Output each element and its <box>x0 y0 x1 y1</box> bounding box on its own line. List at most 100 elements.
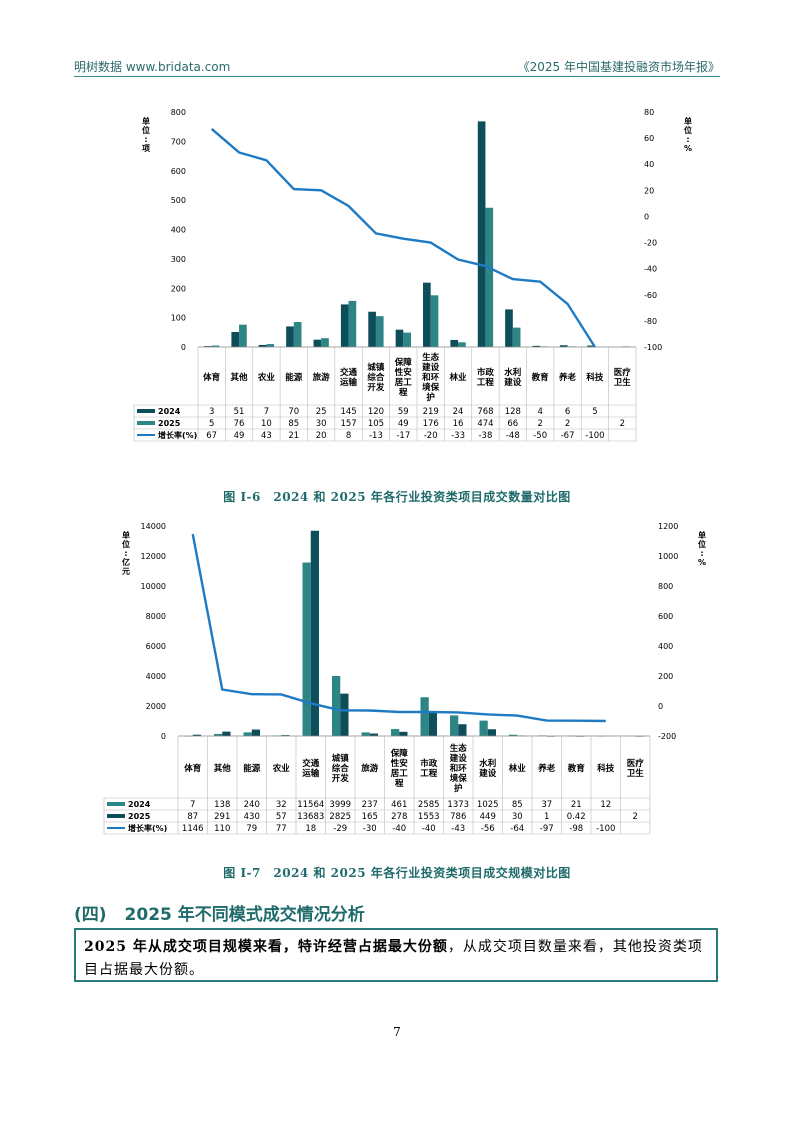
y2-tick-label: -40 <box>644 265 657 274</box>
summary-box: 2025 年从成交项目规模来看，特许经营占据最大份额，从成交项目数量来看，其他投… <box>74 928 718 982</box>
y-axis-label: 位 <box>122 539 130 549</box>
table-value: 105 <box>368 419 384 429</box>
bar-2025 <box>251 729 261 736</box>
category-label: 卫生 <box>614 377 632 388</box>
category-label: 农业 <box>257 372 276 383</box>
table-value: -29 <box>333 824 347 834</box>
table-value: 25 <box>316 407 327 417</box>
category-label: 教育 <box>567 763 586 774</box>
category-label: 生态 <box>422 352 440 363</box>
bar-2024 <box>420 697 429 736</box>
category-label: 工程 <box>420 768 438 779</box>
y-tick-label: 12000 <box>141 552 166 561</box>
bar-2024 <box>390 729 400 736</box>
table-value: 1373 <box>447 800 469 810</box>
y-tick-label: 400 <box>171 226 186 235</box>
category-label: 卫生 <box>627 768 645 779</box>
category-label: 建设 <box>421 362 440 373</box>
table-value: 18 <box>305 824 316 834</box>
table-value: 157 <box>340 419 356 429</box>
table-value: 278 <box>391 812 407 822</box>
category-label: 市政 <box>420 758 438 769</box>
table-value: -17 <box>396 431 410 441</box>
table-value: 21 <box>288 431 299 441</box>
y-axis-label: : <box>124 549 127 558</box>
table-value: 2 <box>633 812 638 822</box>
bar-2024 <box>449 715 459 736</box>
table-value: 1553 <box>418 812 440 822</box>
y-tick-label: 0 <box>161 732 166 741</box>
table-value: 6 <box>565 407 570 417</box>
legend-swatch-2024 <box>137 409 155 413</box>
table-value: -38 <box>478 431 492 441</box>
category-label: 居工 <box>394 378 413 388</box>
summary-rest: ，从成交项目数量来看，其他投资类项目占据最大份额。 <box>84 939 703 978</box>
category-label: 科技 <box>586 372 604 383</box>
y-tick-label: 10000 <box>141 582 166 591</box>
table-value: 165 <box>362 812 378 822</box>
category-label: 开发 <box>367 382 385 393</box>
bar-2025 <box>281 735 290 736</box>
legend-label: 增长率(%) <box>128 823 167 833</box>
bar-2024 <box>368 311 376 347</box>
y-axis-label: 位 <box>142 125 150 135</box>
category-label: 能源 <box>285 372 303 383</box>
y2-tick-label: 0 <box>658 702 663 711</box>
category-label: 境保 <box>422 382 440 393</box>
table-value: -64 <box>510 824 524 834</box>
table-value: 49 <box>398 419 409 429</box>
table-value: -13 <box>369 431 383 441</box>
table-value: 51 <box>234 407 245 417</box>
y2-axis-label: 单 <box>684 116 692 126</box>
table-value: 11564 <box>297 800 324 810</box>
table-value: 145 <box>340 407 356 417</box>
category-label: 水利 <box>503 367 521 378</box>
table-value: -98 <box>569 824 583 834</box>
table-value: -50 <box>533 431 547 441</box>
table-value: 21 <box>571 800 582 810</box>
table-value: 786 <box>450 812 466 822</box>
table-value: 85 <box>288 419 299 429</box>
table-value: 24 <box>453 407 464 417</box>
bar-2025 <box>321 338 329 347</box>
category-label: 运输 <box>340 377 358 388</box>
category-label: 水利 <box>478 758 496 769</box>
legend-label: 增长率(%) <box>158 430 197 440</box>
growth-line <box>191 533 606 723</box>
bar-2024 <box>331 676 341 736</box>
page-number: 7 <box>393 1025 401 1039</box>
table-value: 5 <box>209 419 214 429</box>
category-label: 综合 <box>367 372 385 383</box>
bar-2024 <box>532 345 541 347</box>
y2-tick-label: 60 <box>644 134 654 143</box>
y2-tick-label: 1200 <box>658 522 678 531</box>
y2-tick-label: 200 <box>658 672 673 681</box>
bar-2025 <box>458 342 466 347</box>
table-value: 67 <box>206 431 217 441</box>
category-label: 科技 <box>597 763 615 774</box>
y-axis-label: 项 <box>142 144 150 153</box>
y2-tick-label: 400 <box>658 642 673 651</box>
table-value: 240 <box>244 800 260 810</box>
bar-2025 <box>512 327 521 347</box>
bar-2025 <box>211 345 220 347</box>
category-label: 养老 <box>558 372 577 383</box>
category-label: 生态 <box>450 743 468 754</box>
y-axis-label: 单 <box>122 530 130 540</box>
table-value: 219 <box>423 407 439 417</box>
category-label: 医疗 <box>627 758 645 769</box>
table-value: 16 <box>453 419 464 429</box>
category-label: 养老 <box>537 763 556 774</box>
category-label: 性安 <box>391 758 409 769</box>
category-label: 和环 <box>422 372 440 383</box>
table-value: -48 <box>506 431 520 441</box>
category-label: 境保 <box>450 773 468 784</box>
bar-2024 <box>450 339 459 347</box>
table-value: 4 <box>537 407 542 417</box>
table-value: -40 <box>392 824 406 834</box>
table-value: 32 <box>276 800 287 810</box>
y-tick-label: 200 <box>171 284 186 293</box>
table-value: 128 <box>505 407 521 417</box>
category-label: 居工 <box>390 769 409 779</box>
y2-tick-label: -20 <box>644 239 657 248</box>
